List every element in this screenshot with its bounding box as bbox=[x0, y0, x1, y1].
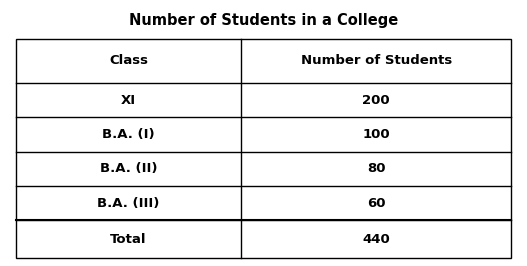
Text: B.A. (III): B.A. (III) bbox=[97, 197, 160, 210]
Bar bbox=[16, 39, 511, 258]
Text: Number of Students in a College: Number of Students in a College bbox=[129, 13, 398, 28]
Text: Number of Students: Number of Students bbox=[300, 54, 452, 67]
Text: 100: 100 bbox=[363, 128, 390, 141]
Text: B.A. (I): B.A. (I) bbox=[102, 128, 155, 141]
Text: 440: 440 bbox=[363, 233, 390, 246]
Text: 60: 60 bbox=[367, 197, 385, 210]
Text: XI: XI bbox=[121, 94, 136, 107]
Text: 200: 200 bbox=[363, 94, 390, 107]
Text: 80: 80 bbox=[367, 162, 385, 175]
Text: B.A. (II): B.A. (II) bbox=[100, 162, 157, 175]
Text: Total: Total bbox=[110, 233, 147, 246]
Text: Class: Class bbox=[109, 54, 148, 67]
